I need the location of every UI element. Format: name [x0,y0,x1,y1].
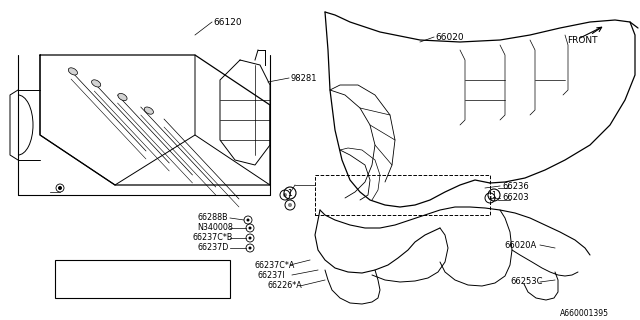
Text: 66020: 66020 [435,33,463,42]
Circle shape [248,236,252,239]
Text: 66203: 66203 [502,194,529,203]
Text: 66288B: 66288B [197,213,228,222]
Text: 98281: 98281 [290,74,317,83]
Text: 66253C: 66253C [510,277,543,286]
Circle shape [288,203,292,207]
Text: < -’08MY0801): < -’08MY0801) [130,284,187,293]
Ellipse shape [144,107,154,114]
Text: 66020A: 66020A [504,241,536,250]
Text: FRONT: FRONT [567,36,598,44]
Text: 1: 1 [492,190,497,199]
Text: 66120: 66120 [213,18,242,27]
Text: 66236: 66236 [502,181,529,190]
Circle shape [248,227,252,229]
Circle shape [246,219,250,221]
Ellipse shape [92,80,100,87]
Text: A660001395: A660001395 [560,308,609,317]
Text: 66237D: 66237D [197,244,228,252]
Circle shape [248,246,252,250]
Text: 0500025: 0500025 [87,284,121,293]
Text: 66237C*B: 66237C*B [192,234,232,243]
Text: 66237C*A: 66237C*A [254,260,294,269]
Text: 1: 1 [287,188,292,197]
Text: 66237I: 66237I [257,270,285,279]
Bar [55,260,230,298]
Ellipse shape [118,93,127,100]
Text: 66226*A: 66226*A [267,282,301,291]
Bar [315,175,490,215]
Circle shape [283,193,287,197]
Text: N340008: N340008 [197,223,233,233]
Circle shape [58,186,62,190]
Ellipse shape [68,68,77,75]
Text: 0500013: 0500013 [87,265,121,274]
Text: 1: 1 [488,196,492,201]
Text: 1: 1 [66,275,70,284]
Text: <’08MY0802- ): <’08MY0802- ) [130,265,187,274]
